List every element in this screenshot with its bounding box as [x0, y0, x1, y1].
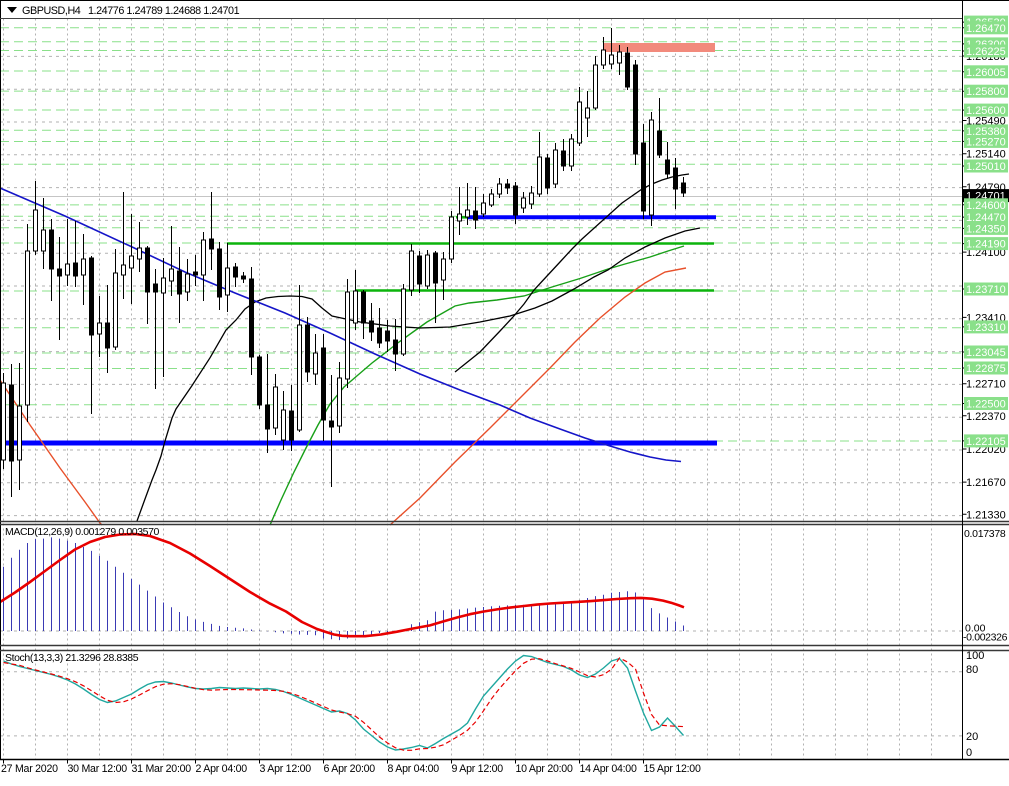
svg-text:MACD(12,26,9) 0.001279 0.00357: MACD(12,26,9) 0.001279 0.003570	[5, 526, 160, 538]
svg-text:0: 0	[966, 747, 972, 759]
svg-text:1.21670: 1.21670	[966, 477, 1006, 489]
svg-text:1.22710: 1.22710	[966, 379, 1006, 391]
svg-text:1.22875: 1.22875	[966, 363, 1006, 375]
svg-text:-0.002326: -0.002326	[963, 632, 1008, 644]
svg-text:30 Mar 12:00: 30 Mar 12:00	[68, 763, 128, 775]
svg-text:1.23710: 1.23710	[966, 284, 1006, 296]
svg-text:20: 20	[966, 731, 978, 743]
svg-text:1.25270: 1.25270	[966, 136, 1006, 148]
svg-text:1.25140: 1.25140	[966, 149, 1006, 161]
svg-text:1.25600: 1.25600	[966, 105, 1006, 117]
svg-text:1.22105: 1.22105	[966, 436, 1006, 448]
svg-text:3 Apr 12:00: 3 Apr 12:00	[260, 763, 312, 775]
svg-text:14 Apr 04:00: 14 Apr 04:00	[580, 763, 637, 775]
svg-text:6 Apr 20:00: 6 Apr 20:00	[324, 763, 376, 775]
svg-text:10 Apr 20:00: 10 Apr 20:00	[516, 763, 573, 775]
svg-text:1.24600: 1.24600	[966, 200, 1006, 212]
svg-text:1.23045: 1.23045	[966, 347, 1006, 359]
svg-text:1.24190: 1.24190	[966, 239, 1006, 251]
svg-text:1.24470: 1.24470	[966, 212, 1006, 224]
svg-text:1.26470: 1.26470	[966, 23, 1006, 35]
svg-text:15 Apr 12:00: 15 Apr 12:00	[644, 763, 701, 775]
svg-text:9 Apr 12:00: 9 Apr 12:00	[452, 763, 504, 775]
svg-text:Stoch(13,3,3) 21.3296 28.8385: Stoch(13,3,3) 21.3296 28.8385	[5, 652, 139, 664]
svg-text:100: 100	[966, 650, 984, 662]
svg-text:1.22370: 1.22370	[966, 411, 1006, 423]
svg-text:1.26005: 1.26005	[966, 67, 1006, 79]
svg-text:1.25010: 1.25010	[966, 161, 1006, 173]
svg-text:1.24350: 1.24350	[966, 223, 1006, 235]
svg-text:31 Mar 20:00: 31 Mar 20:00	[132, 763, 192, 775]
svg-text:1.26225: 1.26225	[966, 46, 1006, 58]
svg-text:27 Mar 2020: 27 Mar 2020	[1, 763, 58, 775]
svg-text:1.23310: 1.23310	[966, 322, 1006, 334]
svg-text:0.00: 0.00	[965, 623, 986, 635]
svg-text:2 Apr 04:00: 2 Apr 04:00	[196, 763, 248, 775]
svg-text:1.21330: 1.21330	[966, 509, 1006, 521]
svg-text:0.017378: 0.017378	[964, 528, 1006, 540]
svg-text:1.22500: 1.22500	[966, 399, 1006, 411]
svg-text:80: 80	[966, 664, 978, 676]
svg-text:GBPUSD,H4 1.24776 1.24789 1.: GBPUSD,H4 1.24776 1.24789 1.24688 1.2470…	[22, 5, 240, 17]
svg-text:1.25800: 1.25800	[966, 86, 1006, 98]
svg-text:8 Apr 04:00: 8 Apr 04:00	[388, 763, 440, 775]
